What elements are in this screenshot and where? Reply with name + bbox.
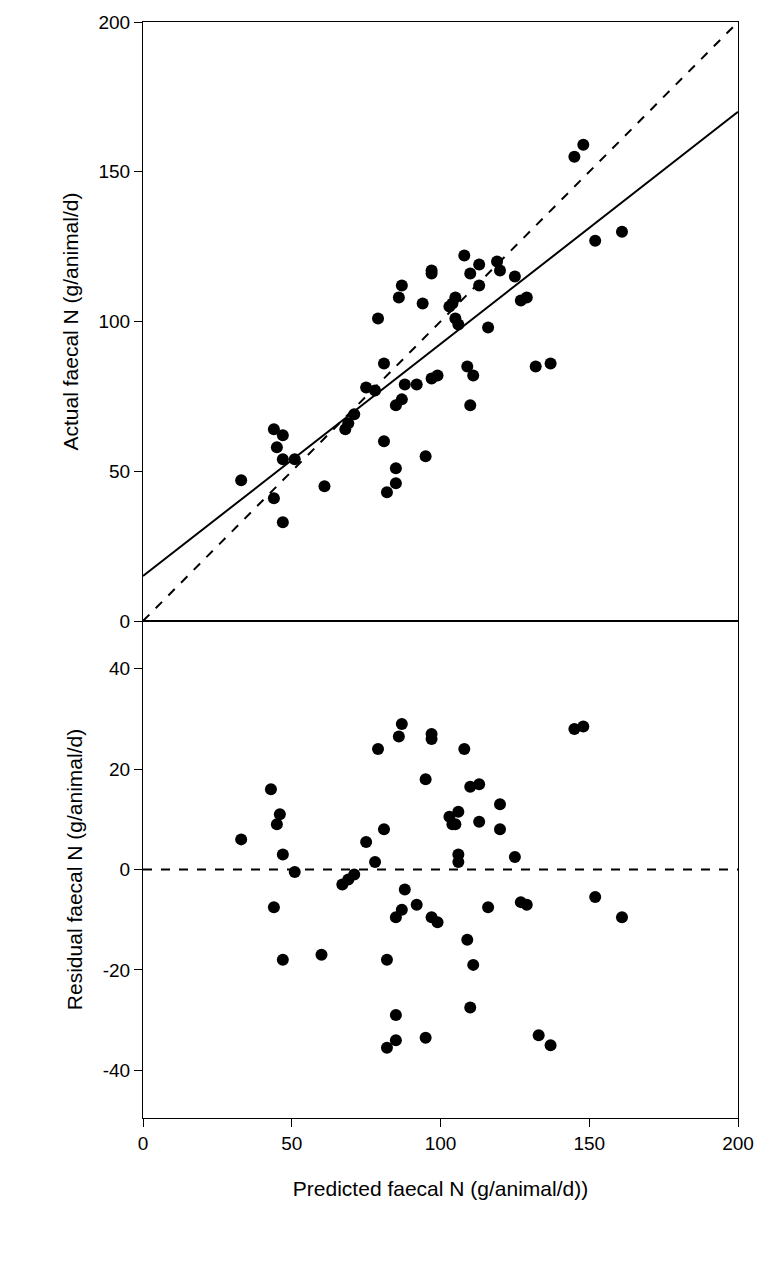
svg-text:Residual faecal N (g/animal/d): Residual faecal N (g/animal/d) bbox=[63, 729, 86, 1010]
svg-text:0: 0 bbox=[120, 859, 131, 880]
svg-text:0: 0 bbox=[120, 611, 131, 632]
svg-text:-40: -40 bbox=[103, 1060, 130, 1081]
svg-text:150: 150 bbox=[573, 1133, 605, 1154]
svg-text:-20: -20 bbox=[103, 960, 130, 981]
svg-text:0: 0 bbox=[138, 1133, 149, 1154]
svg-text:20: 20 bbox=[109, 759, 130, 780]
svg-text:200: 200 bbox=[722, 1133, 754, 1154]
svg-text:Predicted faecal N (g/animal/d: Predicted faecal N (g/animal/d)) bbox=[293, 1177, 588, 1200]
svg-text:100: 100 bbox=[425, 1133, 457, 1154]
svg-text:40: 40 bbox=[109, 658, 130, 679]
svg-text:150: 150 bbox=[98, 161, 130, 182]
svg-text:50: 50 bbox=[281, 1133, 302, 1154]
svg-text:200: 200 bbox=[98, 12, 130, 33]
svg-text:50: 50 bbox=[109, 461, 130, 482]
svg-text:Actual faecal N (g/animal/d): Actual faecal N (g/animal/d) bbox=[59, 193, 82, 451]
svg-text:100: 100 bbox=[98, 311, 130, 332]
